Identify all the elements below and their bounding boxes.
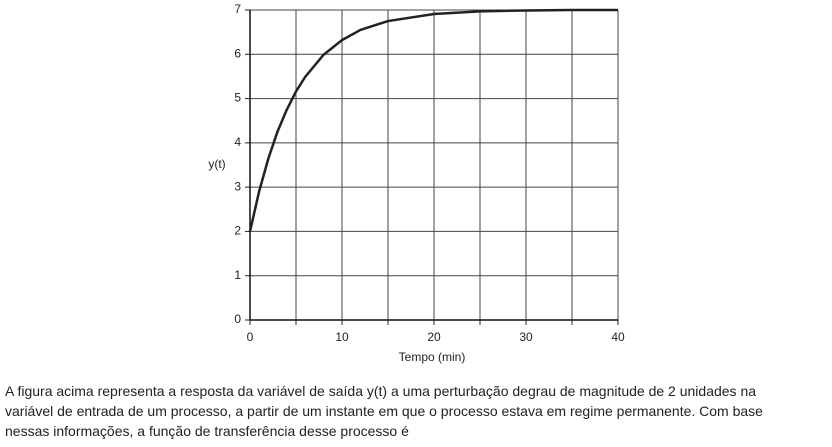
x-axis-label: Tempo (min) xyxy=(399,350,466,364)
y-tick-label: 4 xyxy=(234,135,241,149)
y-tick-label: 6 xyxy=(234,46,241,60)
response-curve xyxy=(248,8,618,232)
y-tick-label: 1 xyxy=(234,268,241,282)
x-tick-label: 0 xyxy=(247,330,254,344)
paragraph-line: A figura acima representa a resposta da … xyxy=(5,383,757,399)
y-tick-label: 5 xyxy=(234,91,241,105)
paragraph: A figura acima representa a resposta da … xyxy=(5,381,763,441)
y-axis-label: y(t) xyxy=(208,157,225,171)
y-tick-label: 0 xyxy=(234,312,241,326)
x-tick-label: 20 xyxy=(427,330,441,344)
y-tick-label: 3 xyxy=(234,179,241,193)
y-tick-label: 2 xyxy=(234,224,241,238)
x-tick-label: 30 xyxy=(519,330,533,344)
x-tick-label: 40 xyxy=(611,330,625,344)
y-tick-label: 7 xyxy=(234,2,241,16)
x-tick-label: 10 xyxy=(335,330,349,344)
paragraph-line: variável de entrada de um processo, a pa… xyxy=(5,403,763,419)
paragraph-line: nessas informações, a função de transfer… xyxy=(5,423,409,439)
chart: y(t) Tempo (min) 0 1 2 3 4 5 6 7 0 10 20 30 40 xyxy=(208,2,625,364)
